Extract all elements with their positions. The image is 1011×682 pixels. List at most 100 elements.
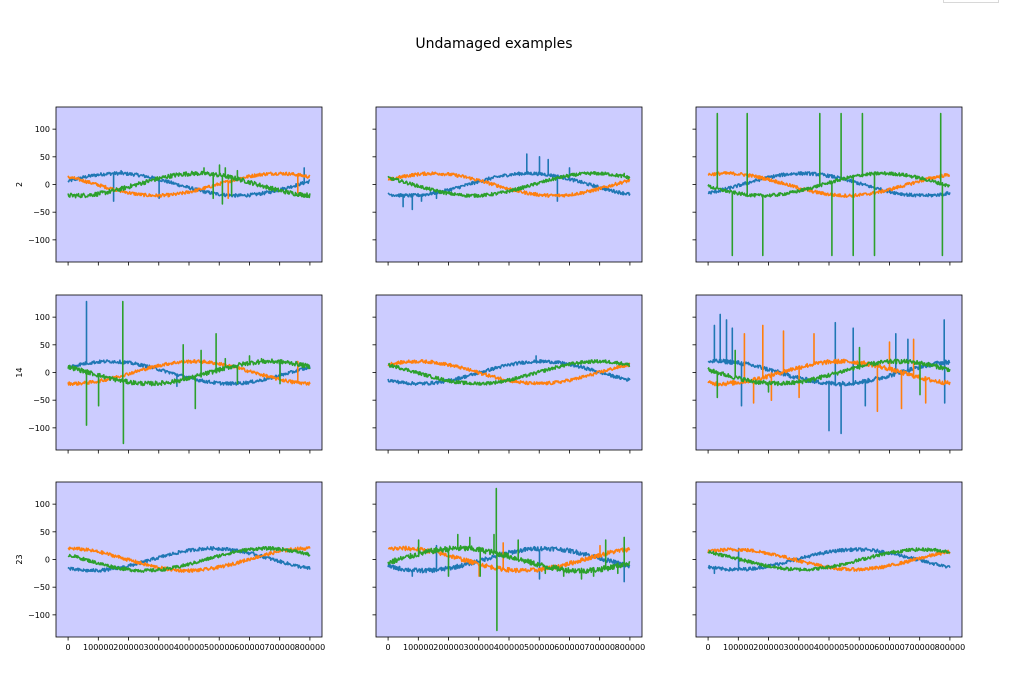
x-tick: 800000 [615, 637, 645, 652]
y-tick: 0 [45, 369, 56, 378]
x-tick: 800000 [935, 637, 966, 652]
x-tick-label: 500000 [844, 643, 875, 652]
x-tick: 500000 [524, 637, 555, 652]
x-tick: 300000 [783, 637, 814, 652]
series-line-phase-1 [387, 171, 631, 198]
series-line-phase-0 [387, 355, 631, 386]
plot-area [376, 107, 642, 262]
y-tick-label: 100 [35, 313, 50, 322]
x-tick: 100000 [403, 637, 434, 652]
y-tick: 50 [40, 341, 56, 350]
y-tick-label: −50 [33, 396, 50, 405]
subplot-1-2 [692, 294, 963, 454]
x-tick: 600000 [874, 637, 905, 652]
series-line-phase-0 [387, 153, 631, 211]
y-tick: −50 [33, 583, 56, 592]
series-line-phase-1 [67, 171, 311, 200]
x-tick: 400000 [814, 637, 845, 652]
y-tick-label: −100 [28, 611, 50, 620]
series-line-phase-2 [387, 171, 631, 198]
x-tick-label: 800000 [295, 643, 326, 652]
series-line-phase-2 [387, 359, 631, 386]
series-line-phase-1 [67, 359, 311, 386]
series-line-phase-1 [707, 171, 951, 198]
y-tick-label: 100 [35, 125, 50, 134]
y-tick-label: 0 [45, 556, 50, 565]
x-tick: 700000 [264, 637, 295, 652]
figure-title: Undamaged examples [415, 36, 572, 52]
x-tick-label: 600000 [874, 643, 905, 652]
x-tick-label: 500000 [204, 643, 235, 652]
y-axis-label: 2 [15, 182, 24, 187]
x-tick-label: 100000 [83, 643, 114, 652]
y-tick: 100 [35, 500, 56, 509]
series-line-phase-1 [67, 546, 311, 573]
x-tick: 500000 [204, 637, 235, 652]
series-line-phase-2 [707, 346, 951, 399]
x-tick-label: 800000 [935, 643, 966, 652]
plot-area [56, 295, 322, 450]
x-tick-label: 700000 [264, 643, 295, 652]
x-tick-label: 600000 [234, 643, 265, 652]
y-tick-label: 50 [40, 528, 50, 537]
subplot-0-2 [692, 106, 963, 266]
x-tick-label: 200000 [433, 643, 464, 652]
x-tick-label: 400000 [494, 643, 525, 652]
y-tick-label: 50 [40, 341, 50, 350]
series-line-phase-2 [67, 164, 311, 205]
x-tick-label: 100000 [403, 643, 434, 652]
y-tick: −100 [28, 611, 56, 620]
x-tick: 300000 [463, 637, 494, 652]
x-tick: 100000 [83, 637, 114, 652]
y-tick: 50 [40, 153, 56, 162]
subplot-grid: 100 50 0 −50 −100 2 100 50 0 −50 −100 14 100 50 0 −50 −1… [15, 106, 966, 652]
x-tick-label: 200000 [753, 643, 784, 652]
subplot-2-2: 0 100000 200000 300000 400000 500000 600000 700… [692, 481, 966, 652]
plot-area [56, 482, 322, 637]
x-tick: 600000 [554, 637, 585, 652]
y-tick: 0 [45, 556, 56, 565]
series-line-phase-2 [707, 112, 951, 257]
y-tick-label: −100 [28, 424, 50, 433]
y-tick: 50 [40, 528, 56, 537]
x-tick: 200000 [113, 637, 144, 652]
y-tick: 0 [45, 181, 56, 190]
y-tick-label: −100 [28, 236, 50, 245]
y-tick-label: 50 [40, 153, 50, 162]
subplot-2-1: 0 100000 200000 300000 400000 500000 600000 700… [372, 481, 645, 652]
x-tick-label: 600000 [554, 643, 585, 652]
series-line-phase-0 [707, 171, 951, 198]
x-tick-label: 700000 [584, 643, 615, 652]
y-tick: 100 [35, 125, 56, 134]
x-tick: 200000 [753, 637, 784, 652]
y-tick: −50 [33, 208, 56, 217]
x-tick-label: 300000 [783, 643, 814, 652]
y-tick: 100 [35, 313, 56, 322]
series-line-phase-2 [387, 487, 631, 632]
x-tick: 100000 [723, 637, 754, 652]
series-line-phase-2 [67, 300, 311, 445]
subplot-2-0: 100 50 0 −50 −100 0 100000 200000 300000 400000 50… [15, 481, 326, 652]
y-tick: −100 [28, 236, 56, 245]
y-axis-label: 14 [15, 367, 24, 377]
x-tick-label: 0 [386, 643, 391, 652]
y-tick-label: 100 [35, 500, 50, 509]
x-tick: 700000 [904, 637, 935, 652]
x-tick-label: 0 [706, 643, 711, 652]
x-tick: 0 [386, 637, 391, 652]
x-tick: 300000 [143, 637, 174, 652]
x-tick: 400000 [494, 637, 525, 652]
x-tick-label: 400000 [814, 643, 845, 652]
x-tick: 400000 [174, 637, 204, 652]
x-tick: 700000 [584, 637, 615, 652]
x-tick: 600000 [234, 637, 265, 652]
x-tick: 800000 [295, 637, 326, 652]
subplot-0-0: 100 50 0 −50 −100 2 [15, 106, 323, 266]
y-axis-label: 23 [15, 554, 24, 564]
x-tick-label: 700000 [904, 643, 935, 652]
series-line-phase-0 [707, 547, 951, 575]
series-line-phase-0 [67, 167, 311, 202]
x-tick: 0 [66, 637, 71, 652]
y-tick-label: 0 [45, 181, 50, 190]
